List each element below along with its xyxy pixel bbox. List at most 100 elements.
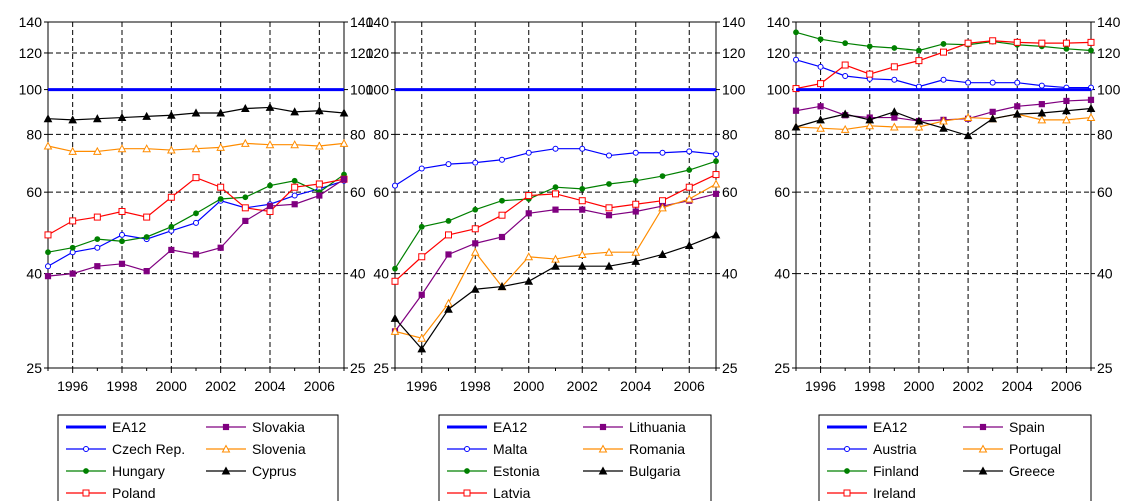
legend-item-ea12-label: EA12 [112,419,146,435]
y-tick-label-left-25: 25 [774,360,790,376]
series-bulgaria-point-2006-marker [684,240,694,250]
y-tick-label-left-140: 140 [19,14,43,30]
series-austria-point-2005-marker [1038,82,1045,89]
series-poland-line [47,176,345,236]
series-portugal-point-2005-marker [1037,115,1047,124]
series-romania-point-2003-marker [604,247,614,256]
y-tick-label-left-140: 140 [366,14,390,30]
series-slovenia [43,138,349,155]
series-finland-point-1996-marker [817,36,824,43]
series-finland-point-1999-marker [891,45,898,51]
series-bulgaria-point-2005-marker [658,249,667,258]
series-slovakia-point-2006-marker [316,192,323,199]
series-poland-point-2001-marker [192,174,200,182]
y-tick-label-left-120: 120 [366,45,390,61]
series-romania-point-2000-marker [524,252,534,261]
series-greece [791,103,1096,140]
series-bulgaria-point-2004-marker [631,256,641,265]
series-latvia-point-1995-marker [391,277,399,285]
series-austria-point-2003-marker [989,79,996,86]
series-lithuania-point-1996-marker [418,291,425,298]
series-poland-point-2004-marker [266,207,274,215]
series-slovenia-point-1998-marker [117,144,127,153]
y-tick-label-left-140: 140 [767,14,791,30]
series-poland-point-1995-marker [44,231,52,239]
x-tick-label-2004: 2004 [254,378,285,394]
series-latvia-point-2004-marker [632,200,640,208]
legend-item-estonia: Estonia [447,463,540,479]
series-bulgaria-point-1999-marker [497,282,507,291]
x-tick-label-1998: 1998 [460,378,491,394]
legend-item-ea12-label: EA12 [493,419,527,435]
y-tick-label-right-40: 40 [1097,266,1113,282]
series-austria-line [795,59,1091,89]
x-tick-label-1998: 1998 [106,378,137,394]
y-tick-label-left-25: 25 [26,360,42,376]
chart-panel-3: 25 25 40 40 60 60 80 80 100 100 120 120 140 140 1996 19… [767,14,1121,501]
series-bulgaria-point-1997-marker [444,304,453,313]
legend-item-austria: Austria [827,441,917,457]
series-ireland-point-1997-marker [841,61,849,69]
series-poland-point-2002-marker [217,183,225,191]
series-slovenia-point-1999-marker [142,144,152,153]
series-latvia-point-2001-marker [552,190,559,198]
series-slovenia-point-1997-marker [92,146,102,155]
legend-item-portugal-label: Portugal [1009,441,1061,457]
series-slovakia-point-1999-marker [143,268,150,275]
series-bulgaria-point-2001-marker [551,261,560,270]
series-poland-point-1997-marker [93,213,101,221]
series-slovakia-point-2002-marker [217,244,224,251]
legend-item-portugal: Portugal [963,441,1061,457]
legend-item-poland-label: Poland [112,485,156,501]
y-tick-label-left-80: 80 [373,126,389,142]
y-tick-label-left-60: 60 [26,184,42,200]
series-latvia-point-1998-marker [471,225,479,233]
series-bulgaria-point-1995-marker [390,313,400,322]
series-slovakia-point-2003-marker [242,217,249,225]
x-tick-label-2002: 2002 [567,378,598,394]
series-greece-point-1995-marker [791,122,801,131]
y-tick-label-right-60: 60 [1097,184,1113,200]
series-spain-point-2003-marker [989,108,996,115]
series-ireland-point-2004-marker [1013,38,1021,46]
series-bulgaria-point-2007-marker [711,230,721,239]
series-bulgaria-point-2000-marker [524,276,534,285]
series-cyprus-point-2003-marker [240,103,250,113]
series-slovakia-point-1995-marker [44,273,52,280]
legend-item-lithuania-label: Lithuania [629,419,686,435]
series-slovakia [44,176,348,280]
x-tick-label-2000: 2000 [513,378,544,394]
series-lithuania-point-1998-marker [472,240,479,247]
x-tick-label-1996: 1996 [57,378,88,394]
series-austria-point-2004-marker [1014,79,1021,86]
series-latvia-point-2007-marker [712,171,720,179]
series-greece-point-2002-marker [963,131,973,140]
series-slovakia-point-2007-marker [340,176,348,183]
legend-item-finland: Finland [827,463,919,479]
series-latvia-point-2006-marker [685,183,693,191]
series-slovenia-point-2005-marker [290,140,300,149]
series-malta-point-1996-marker [418,165,425,172]
series-spain-point-2007-marker [1087,96,1095,103]
series-latvia-point-1997-marker [445,231,452,239]
series-ireland-point-2007-marker [1087,38,1095,46]
y-tick-label-right-40: 40 [722,266,738,282]
y-tick-label-right-80: 80 [350,126,366,142]
series-austria [793,56,1094,91]
series-estonia-point-2001-marker [552,184,559,191]
y-tick-label-right-140: 140 [722,14,746,30]
series-hungary-point-2002-marker [217,196,224,202]
series-malta-point-2005-marker [659,149,666,156]
y-tick-label-left-40: 40 [26,266,42,282]
series-austria-point-1999-marker [891,76,898,83]
series-ireland-point-2006-marker [1062,39,1070,47]
series-cyprus-point-2006-marker [314,106,324,115]
series-estonia-point-1999-marker [499,197,505,204]
series-cyprus-point-2004-marker [265,102,275,111]
series-estonia-point-2004-marker [632,177,639,184]
plot-frame [47,21,345,369]
y-tick-label-right-120: 120 [350,45,374,61]
legend-frame [438,414,712,501]
legend-item-ireland: Ireland [827,485,916,501]
series-portugal-point-1998-marker [865,121,875,130]
